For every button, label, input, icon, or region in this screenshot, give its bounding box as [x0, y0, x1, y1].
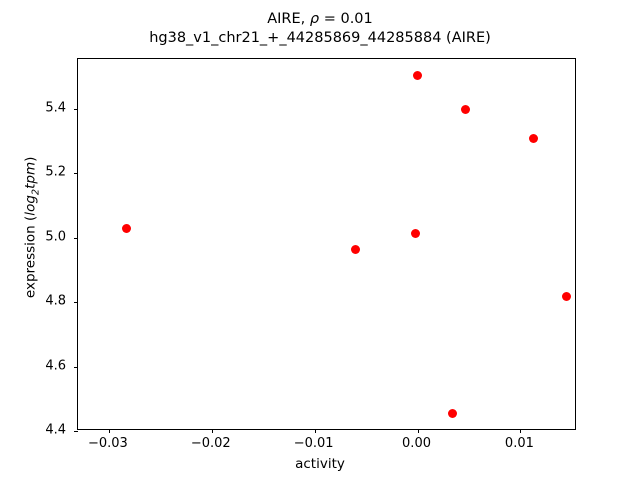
rho-symbol: ρ [309, 11, 320, 27]
x-axis-tick-label: −0.02 [190, 436, 231, 451]
x-axis-tick [520, 429, 522, 433]
y-axis-tick [74, 108, 78, 110]
data-point [529, 134, 539, 144]
chart-title-gene: AIRE, [267, 11, 310, 27]
x-axis-tick-label: −0.01 [293, 436, 334, 451]
y-axis-tick [74, 173, 78, 175]
data-point [410, 229, 420, 239]
y-axis-tick-label: 5.4 [45, 100, 66, 116]
data-point [413, 70, 423, 80]
y-axis-tick-label: 4.6 [45, 358, 66, 374]
x-axis-label: activity [295, 456, 345, 472]
y-axis-tick [74, 431, 78, 432]
data-point [461, 104, 471, 114]
y-axis-tick-label: 5.0 [45, 229, 66, 245]
x-axis-tick-label: 0.01 [504, 436, 534, 451]
y-axis-label: expression (log2tpm) [23, 77, 42, 377]
y-axis-tick [74, 366, 78, 368]
chart-title: AIRE, ρ = 0.01 hg38_v1_chr21_+_44285869_… [0, 10, 640, 48]
x-axis-tick-label: −0.03 [87, 436, 128, 451]
y-axis-label-suffix: ) [22, 156, 39, 162]
x-axis-tick [314, 429, 316, 433]
data-point [448, 409, 457, 419]
y-axis-tick-label: 4.4 [45, 422, 66, 438]
y-axis-tick-label: 5.2 [45, 164, 66, 180]
y-axis-tick [74, 237, 78, 239]
y-axis-label-log: log [22, 195, 39, 216]
x-axis-tick [108, 429, 110, 433]
data-point [121, 223, 131, 233]
x-axis-tick [211, 429, 213, 433]
y-axis-tick-label: 4.8 [45, 293, 66, 309]
data-point [351, 244, 361, 254]
axes-frame [74, 58, 576, 433]
rho-value: = 0.01 [319, 11, 373, 27]
chart-title-line-2: hg38_v1_chr21_+_44285869_44285884 (AIRE) [149, 30, 491, 46]
y-axis-label-prefix: expression ( [22, 215, 39, 299]
plot-area [78, 59, 575, 429]
x-axis-tick-label: 0.00 [402, 436, 431, 451]
chart-title-line-1: AIRE, ρ = 0.01 [0, 10, 640, 29]
data-point [562, 291, 572, 301]
y-axis-label-tpm: tpm [22, 161, 39, 189]
y-axis-tick [74, 302, 78, 304]
y-axis-label-base: 2 [30, 188, 42, 196]
x-axis-tick [417, 429, 419, 433]
